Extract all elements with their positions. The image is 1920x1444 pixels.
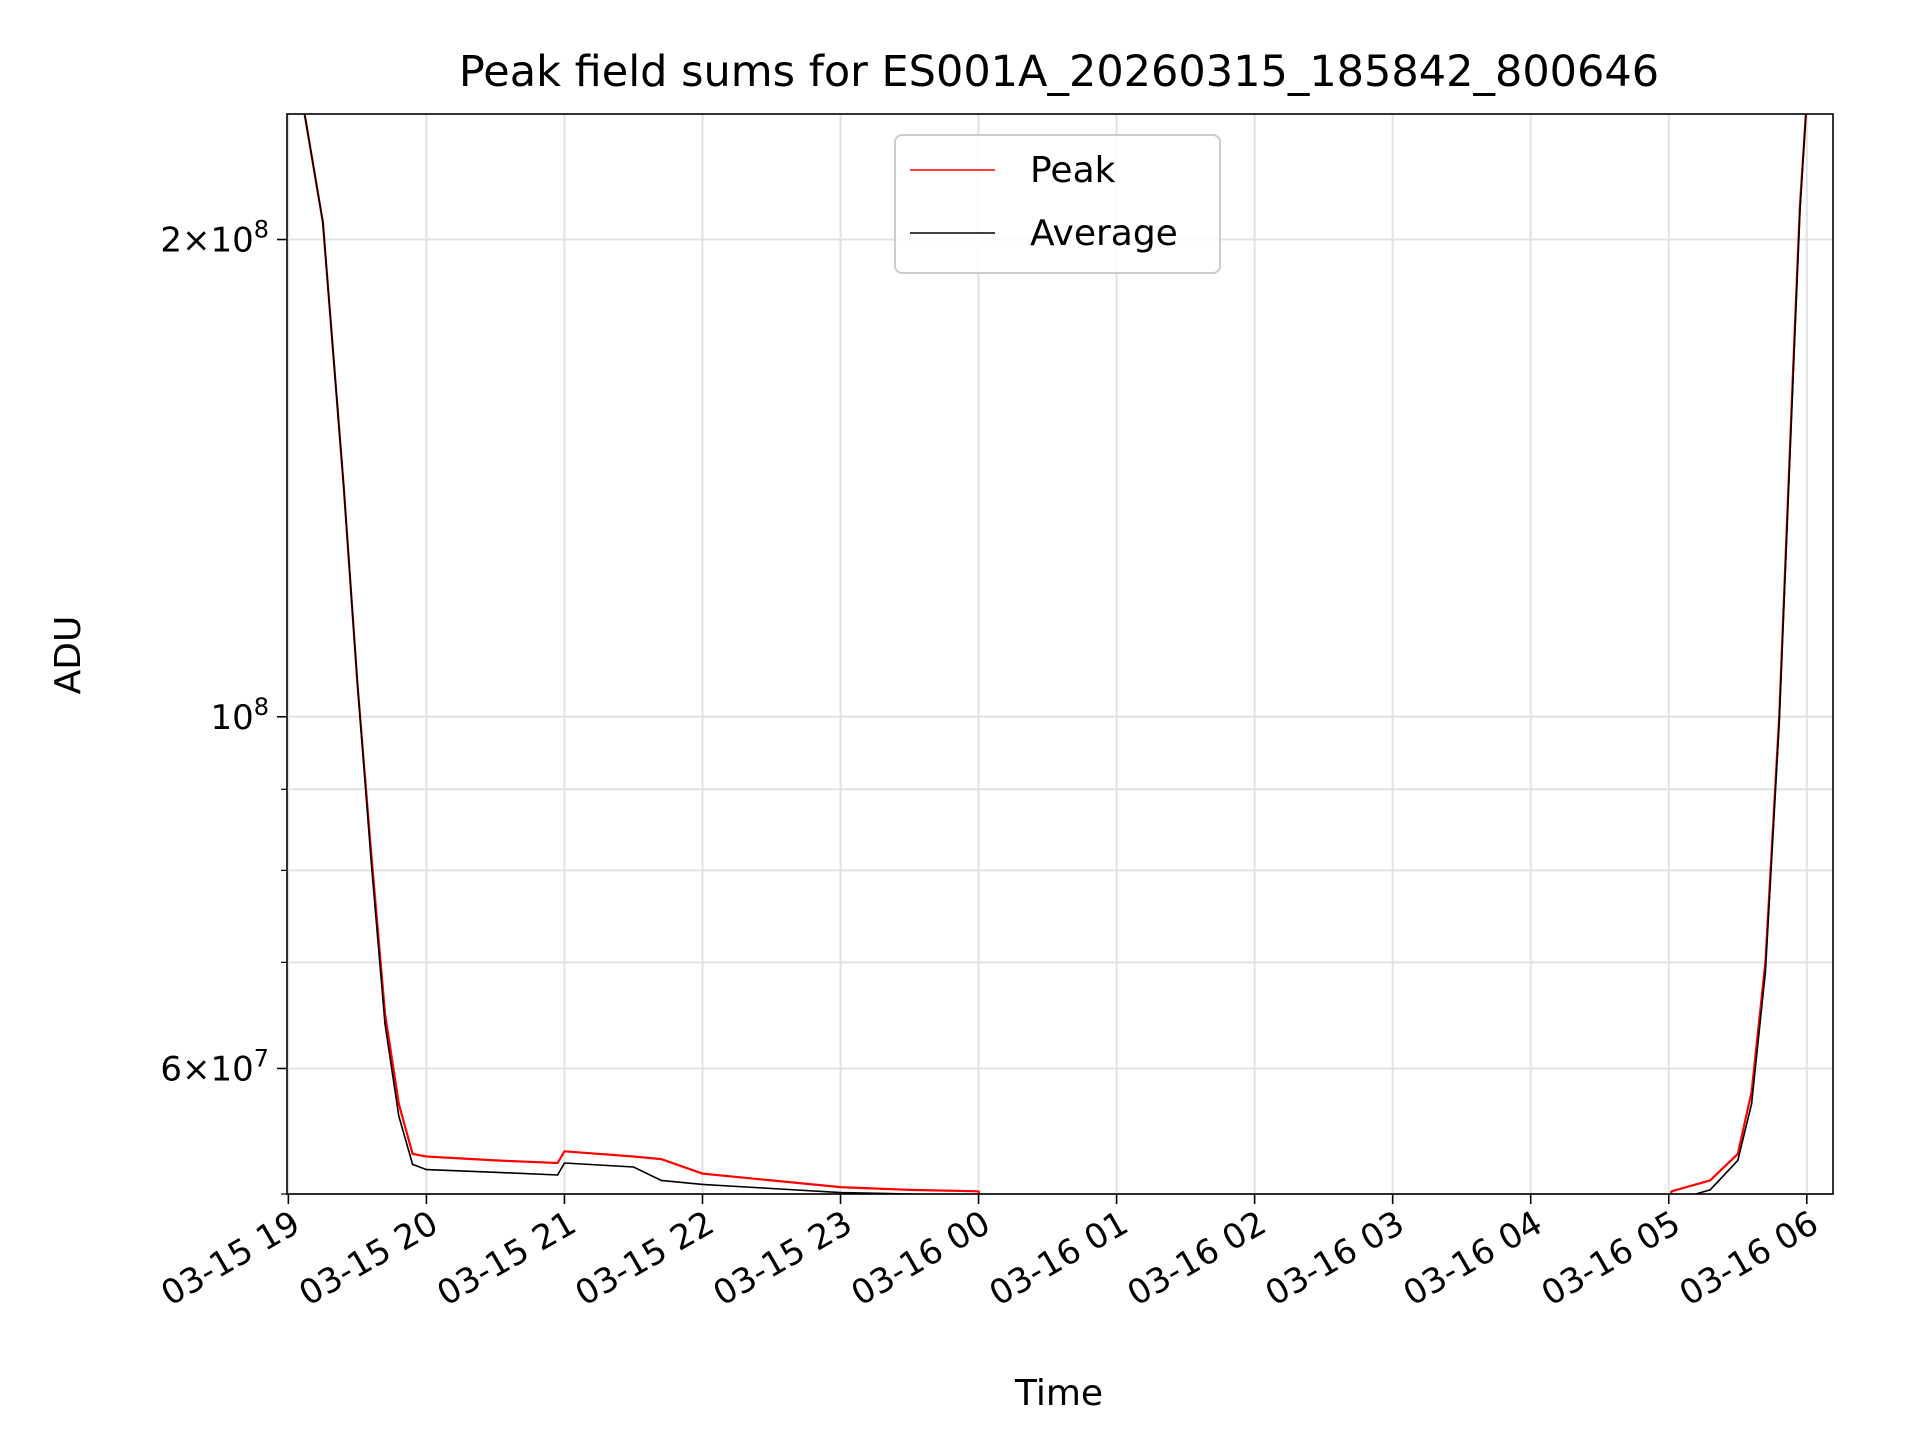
data-point-average (660, 1179, 662, 1182)
data-point-average (632, 1166, 635, 1168)
y-tick-base: 10 (210, 221, 253, 261)
series-layer (303, 114, 1807, 1194)
data-point-average (1799, 211, 1801, 214)
data-point-average (342, 484, 345, 486)
data-point-average (356, 682, 359, 684)
legend-label-average: Average (1030, 213, 1178, 254)
y-tick-exponent: 7 (254, 1044, 269, 1072)
data-point-peak (494, 1159, 497, 1162)
data-point-average (384, 1023, 386, 1025)
y-tick-base: 10 (210, 1049, 253, 1089)
data-point-average (1792, 379, 1794, 382)
x-axis-label: Time (1014, 1373, 1103, 1414)
data-point-average (1737, 1159, 1739, 1162)
data-point-peak (839, 1186, 842, 1188)
plot-area-frame (286, 113, 1834, 1195)
data-point-average (411, 1163, 414, 1166)
y-tick-times: × (182, 221, 211, 261)
data-point-peak (556, 1162, 559, 1164)
data-point-peak (770, 1179, 773, 1182)
y-tick-label-text: 2×108 (160, 216, 269, 261)
data-point-peak (1737, 1153, 1739, 1155)
legend: Peak Average (894, 134, 1221, 274)
y-tick-exponent: 8 (254, 216, 269, 244)
y-tick-base: 10 (210, 698, 253, 738)
data-point-peak (411, 1153, 414, 1155)
data-point-average (1709, 1189, 1711, 1191)
y-tick-label: 108 (210, 693, 269, 738)
data-point-peak (425, 1155, 428, 1158)
data-point-average (425, 1168, 428, 1171)
series-line-average (303, 114, 1807, 1194)
data-point-average (563, 1162, 566, 1164)
y-tick-times: × (182, 1049, 211, 1089)
y-tick-label: 2×108 (160, 216, 269, 261)
y-tick-label-text: 108 (210, 693, 269, 738)
legend-label-peak: Peak (1030, 150, 1116, 191)
data-point-peak (1670, 1190, 1673, 1193)
data-point-average (770, 1187, 773, 1190)
data-point-peak (632, 1155, 635, 1158)
data-point-peak (398, 1103, 400, 1105)
series-line-peak (303, 114, 1807, 1194)
data-point-peak (1709, 1179, 1711, 1182)
data-point-average (370, 861, 373, 863)
data-point-average (1778, 722, 1780, 725)
data-point-peak (977, 1190, 980, 1193)
chart-title: Peak field sums for ES001A_20260315_1858… (459, 47, 1659, 97)
data-point-peak (908, 1189, 911, 1191)
data-point-peak (563, 1150, 566, 1153)
y-tick-coef: 6 (160, 1049, 182, 1089)
data-point-average (494, 1171, 497, 1174)
y-axis-label: ADU (48, 616, 89, 695)
data-point-average (1764, 971, 1767, 973)
y-tick-label: 6×107 (160, 1044, 269, 1089)
data-point-peak (1750, 1091, 1753, 1093)
data-point-peak (660, 1158, 662, 1160)
data-point-average (701, 1183, 704, 1186)
data-point-average (839, 1191, 842, 1194)
data-point-average (322, 221, 324, 224)
data-point-average (556, 1174, 559, 1176)
y-tick-label-text: 6×107 (160, 1044, 269, 1089)
y-tick-coef: 2 (160, 221, 182, 261)
data-point-peak (701, 1172, 704, 1175)
data-point-average (1750, 1103, 1753, 1105)
y-tick-exponent: 8 (254, 693, 269, 721)
data-point-average (398, 1115, 400, 1117)
